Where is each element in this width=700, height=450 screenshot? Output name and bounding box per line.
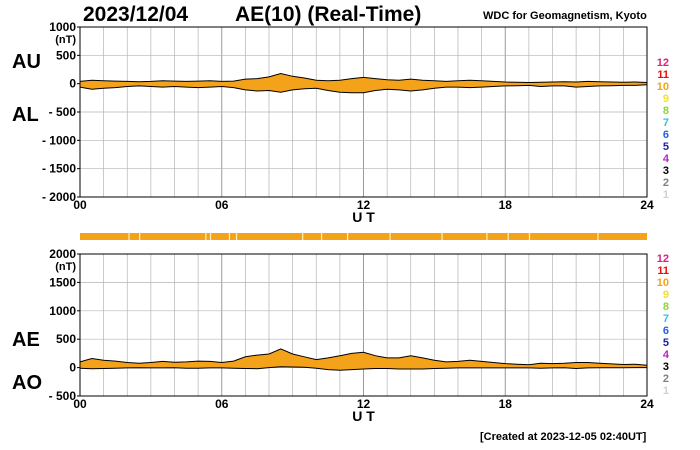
availability-gap [209, 233, 212, 240]
availability-gap [507, 233, 509, 240]
x-tick-label: 24 [640, 397, 654, 411]
x-tick-label: 18 [499, 397, 513, 411]
legend-count-label: 8 [663, 301, 669, 313]
availability-gap [320, 233, 323, 240]
availability-gap [139, 233, 141, 240]
y-tick-label: 500 [56, 48, 76, 62]
y-tick-label: 2000 [49, 247, 76, 261]
legend-count-label: 9 [663, 93, 669, 105]
y-tick-label: 1500 [49, 275, 76, 289]
legend-count-label: 6 [663, 325, 669, 337]
created-timestamp: [Created at 2023-12-05 02:40UT] [480, 431, 647, 443]
availability-gap [205, 233, 207, 240]
y-tick-label: - 500 [49, 389, 77, 403]
legend-count-label: 7 [663, 313, 669, 325]
legend-count-label: 1 [663, 189, 669, 201]
y-tick-label: 500 [56, 332, 76, 346]
y-tick-label: 1000 [49, 304, 76, 318]
y-unit-label: (nT) [55, 261, 76, 273]
y-tick-label: 1000 [49, 20, 76, 34]
series-line-al [79, 84, 648, 94]
y-tick-label: - 1500 [42, 162, 76, 176]
legend-count-label: 9 [663, 289, 669, 301]
availability-gap [302, 233, 304, 240]
availability-gap [346, 233, 349, 240]
series-label-au: AU [12, 51, 41, 73]
y-tick-label: 0 [69, 361, 76, 375]
legend-count-label: 2 [663, 177, 669, 189]
x-tick-label: 00 [73, 397, 87, 411]
x-tick-label: 18 [499, 198, 513, 212]
x-axis-label: U T [352, 408, 375, 424]
series-line-ae [79, 348, 648, 366]
x-tick-label: 00 [73, 198, 87, 212]
availability-gap [389, 233, 391, 240]
legend-count-label: 3 [663, 361, 669, 373]
availability-gap [528, 233, 531, 240]
legend-count-label: 10 [657, 277, 669, 289]
series-line-ao [79, 366, 647, 371]
source-label: WDC for Geomagnetism, Kyoto [483, 10, 647, 22]
x-axis-label: U T [352, 209, 375, 225]
legend-count-label: 11 [657, 265, 669, 277]
series-line-au [79, 72, 648, 84]
x-tick-label: 06 [215, 198, 229, 212]
date-title: 2023/12/04 [83, 3, 189, 26]
chart-title: AE(10) (Real-Time) [235, 3, 422, 26]
legend-count-label: 2 [663, 373, 669, 385]
series-band-fill [80, 348, 647, 371]
legend-count-label: 6 [663, 129, 669, 141]
availability-gap [228, 233, 231, 240]
legend-count-label: 1 [663, 385, 669, 397]
availability-gap [235, 233, 238, 240]
legend-count-label: 3 [663, 165, 669, 177]
legend-count-label: 12 [657, 253, 669, 265]
data-availability-bar [80, 233, 647, 240]
x-tick-label: 24 [640, 198, 654, 212]
y-tick-label: 0 [69, 77, 76, 91]
legend-count-label: 8 [663, 105, 669, 117]
y-tick-label: - 500 [49, 105, 77, 119]
ae-ao-panel: 2000 1500 1000 500 0 - 500 (nT) 00 06 12 18 24 U T AE… [12, 247, 654, 424]
series-label-ao: AO [12, 372, 42, 394]
availability-gap [597, 233, 599, 240]
y-tick-label: - 1000 [42, 133, 76, 147]
legend-count-label: 10 [657, 81, 669, 93]
legend-count-label: 7 [663, 117, 669, 129]
legend-count-label: 5 [663, 141, 669, 153]
x-tick-label: 06 [215, 397, 229, 411]
x-tick-label: 12 [357, 397, 371, 411]
plot-frame [79, 253, 648, 397]
legend-count-label: 11 [657, 69, 669, 81]
series-label-ae: AE [12, 329, 40, 351]
legend-count-label: 4 [663, 349, 670, 361]
availability-gap [441, 233, 443, 240]
legend-count-label: 4 [663, 153, 670, 165]
availability-gap [486, 233, 488, 240]
y-unit-label: (nT) [55, 34, 76, 46]
availability-gap [128, 233, 130, 240]
legend-count-label: 5 [663, 337, 669, 349]
legend-count-label: 12 [657, 57, 669, 69]
au-al-panel: 1000 500 0 - 500 - 1000 - 1500 - 2000 (nT) 00 06 1… [12, 20, 654, 225]
x-tick-label: 12 [357, 198, 371, 212]
y-tick-label: - 2000 [42, 190, 76, 204]
availability-bar [80, 233, 647, 240]
series-label-al: AL [12, 104, 39, 126]
series-band-fill [80, 73, 647, 93]
